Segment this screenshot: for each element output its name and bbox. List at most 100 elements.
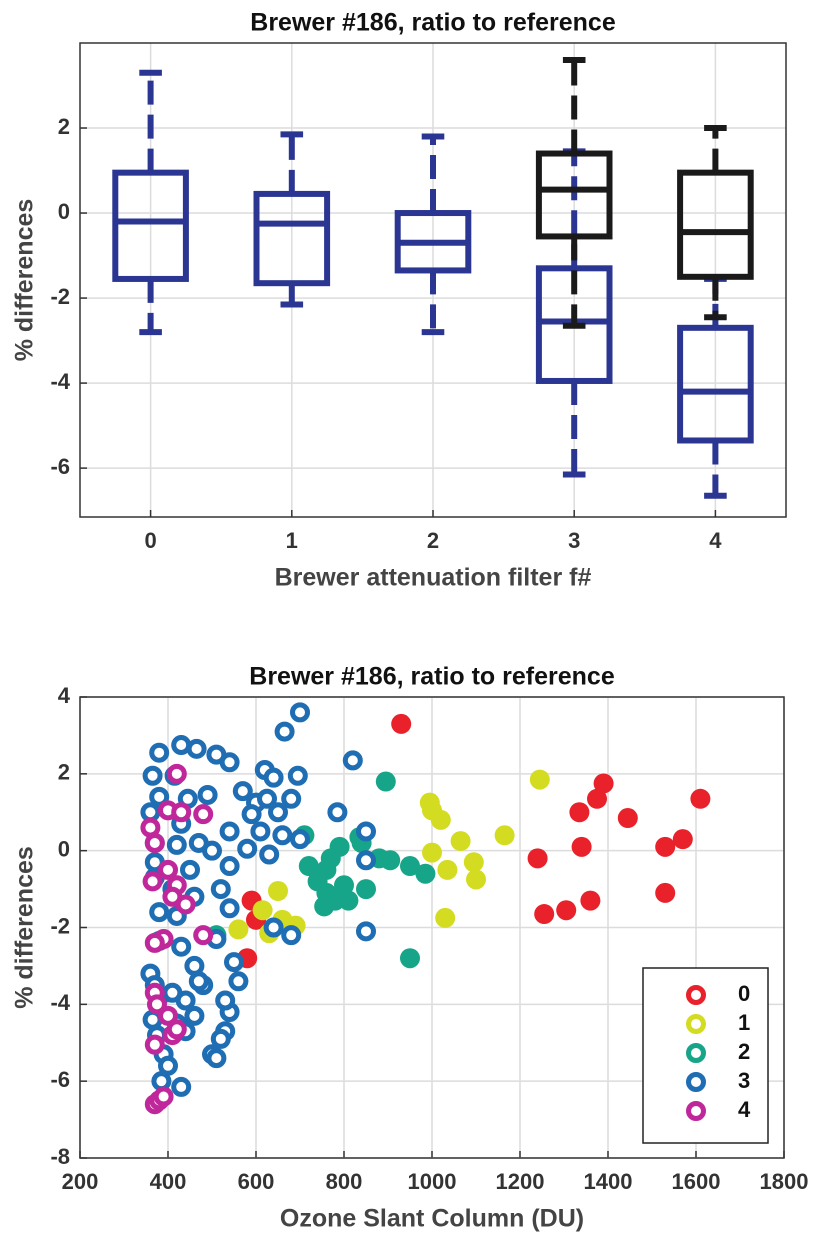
x-tick-label: 1800 <box>760 1169 809 1194</box>
point <box>171 735 192 756</box>
point <box>147 994 167 1015</box>
point <box>219 898 240 919</box>
point <box>197 784 218 805</box>
y-tick-label: -6 <box>50 454 70 479</box>
point <box>672 829 693 850</box>
point <box>158 1055 178 1076</box>
point <box>342 750 363 771</box>
point <box>186 738 207 759</box>
point <box>206 1048 227 1069</box>
point <box>466 869 486 890</box>
point <box>298 856 319 877</box>
x-tick-label: 1400 <box>584 1169 633 1194</box>
point <box>171 936 192 957</box>
point <box>142 765 163 786</box>
point <box>569 802 590 823</box>
point <box>580 890 601 911</box>
point <box>166 1019 187 1040</box>
y-tick-label: -4 <box>50 369 70 394</box>
legend-label: 0 <box>738 981 750 1006</box>
point <box>149 902 170 923</box>
point <box>184 955 205 976</box>
point <box>151 1071 172 1092</box>
point <box>380 850 401 871</box>
point <box>287 765 308 786</box>
point <box>158 859 178 880</box>
chart-title: Brewer #186, ratio to reference <box>250 9 616 37</box>
point <box>556 900 577 921</box>
point <box>655 836 676 857</box>
point <box>400 856 420 877</box>
x-tick-label: 800 <box>326 1169 363 1194</box>
point <box>188 971 209 992</box>
point <box>140 817 161 838</box>
point <box>391 713 412 734</box>
x-tick-label: 3 <box>568 528 580 553</box>
point <box>437 859 458 880</box>
point <box>180 859 200 880</box>
chart-title: Brewer #186, ratio to reference <box>249 663 615 691</box>
x-tick-label: 1600 <box>672 1169 721 1194</box>
legend-label: 2 <box>738 1039 750 1064</box>
x-tick-label: 200 <box>62 1169 99 1194</box>
y-tick-label: -6 <box>50 1067 70 1092</box>
point <box>166 834 187 855</box>
point <box>149 786 170 807</box>
point <box>142 1009 163 1030</box>
point <box>171 802 192 823</box>
point <box>356 821 376 842</box>
point <box>210 879 231 900</box>
y-tick-label: -2 <box>50 284 70 309</box>
legend-label: 1 <box>738 1010 750 1035</box>
x-tick-label: 1 <box>286 528 298 553</box>
point <box>415 863 436 884</box>
point <box>263 767 284 788</box>
y-tick-label: 0 <box>58 836 70 861</box>
point <box>144 832 165 853</box>
point <box>175 894 196 915</box>
point <box>215 990 236 1011</box>
point <box>463 852 484 873</box>
y-tick-label: -8 <box>50 1144 70 1169</box>
point <box>219 821 240 842</box>
x-axis-label: Ozone Slant Column (DU) <box>280 1205 584 1233</box>
point <box>250 821 271 842</box>
box <box>677 169 754 280</box>
point <box>166 763 187 784</box>
point <box>290 702 310 723</box>
point <box>593 773 614 794</box>
point <box>494 825 515 846</box>
point <box>655 882 676 903</box>
point <box>268 802 288 823</box>
point <box>527 848 548 869</box>
point <box>263 917 284 938</box>
point <box>356 879 376 900</box>
y-tick-label: 2 <box>58 114 70 139</box>
point <box>257 788 277 809</box>
point <box>587 788 607 809</box>
point <box>327 802 348 823</box>
point <box>193 804 214 825</box>
point <box>144 932 165 953</box>
point <box>274 721 295 742</box>
legend-label: 4 <box>738 1097 751 1122</box>
point <box>219 856 240 877</box>
point <box>529 769 550 790</box>
point <box>435 907 456 928</box>
x-tick-label: 1200 <box>496 1169 545 1194</box>
y-axis-label: % differences <box>11 199 39 362</box>
point <box>290 829 310 850</box>
point <box>356 921 376 942</box>
point <box>153 1086 174 1107</box>
box <box>677 324 754 444</box>
point <box>171 1076 192 1097</box>
x-tick-label: 1000 <box>408 1169 457 1194</box>
point <box>241 804 262 825</box>
point <box>184 1005 205 1026</box>
point <box>140 802 161 823</box>
point <box>252 900 273 921</box>
legend-marker <box>686 1072 706 1092</box>
point <box>224 952 244 973</box>
point <box>272 825 293 846</box>
